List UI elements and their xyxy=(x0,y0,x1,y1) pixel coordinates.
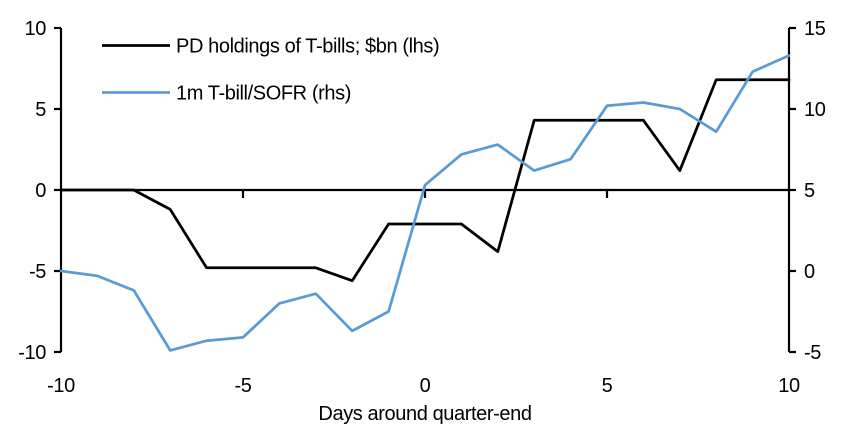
axis-tick-labels: 10 5 0 -5 -10 15 10 5 0 -5 -10 -5 0 5 10 xyxy=(18,18,826,397)
left-axis-tick-label: 10 xyxy=(25,18,47,40)
left-axis-tick-label: 5 xyxy=(35,99,46,121)
series-line-pd-holdings xyxy=(59,78,791,283)
right-axis-tick-label: 10 xyxy=(804,99,826,121)
x-axis-tick-label: 0 xyxy=(420,375,431,397)
x-axis-tick-label: -10 xyxy=(47,375,75,397)
left-axis-tick-label: -10 xyxy=(18,342,46,364)
legend-label-pd-holdings: PD holdings of T-bills; $bn (lhs) xyxy=(176,36,439,58)
right-axis-tick-label: -5 xyxy=(804,342,821,364)
left-axis-tick-label: 0 xyxy=(35,180,46,202)
legend: PD holdings of T-bills; $bn (lhs) 1m T-b… xyxy=(102,36,440,105)
x-axis-tick-label: 5 xyxy=(602,375,613,397)
right-axis-tick-label: 5 xyxy=(804,180,815,202)
right-axis-tick-label: 0 xyxy=(804,261,815,283)
x-axis-tick-label: -5 xyxy=(235,375,252,397)
right-axis-tick-label: 15 xyxy=(804,18,826,40)
left-axis-tick-label: -5 xyxy=(29,261,46,283)
legend-label-tbill-sofr: 1m T-bill/SOFR (rhs) xyxy=(176,83,351,105)
series-lines xyxy=(59,54,791,352)
x-axis-tick-label: 10 xyxy=(778,375,800,397)
series-line-tbill-sofr xyxy=(59,54,791,352)
x-axis-title: Days around quarter-end xyxy=(318,403,531,425)
